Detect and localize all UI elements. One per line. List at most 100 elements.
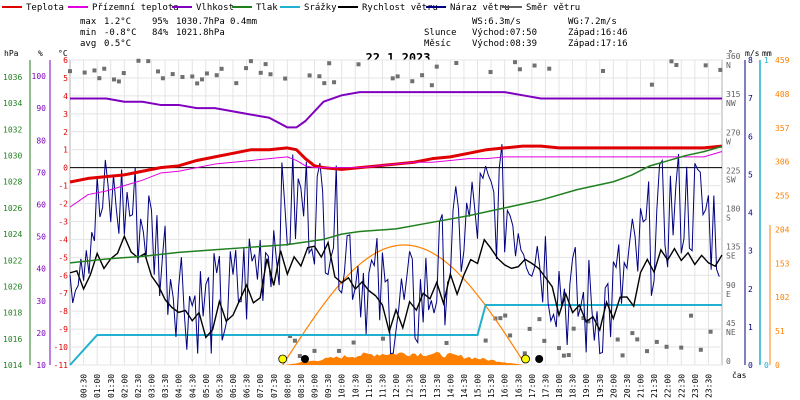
tick-solar: 51 — [775, 327, 785, 336]
wind-direction-point — [483, 338, 488, 343]
wind-direction-point — [268, 72, 273, 77]
wind-direction-point — [156, 69, 161, 74]
stat-max-hum: 95% — [152, 17, 169, 27]
tick-temperature: 4 — [63, 92, 68, 101]
tick-temperature: -1 — [58, 182, 68, 191]
wind-direction-point — [336, 348, 341, 353]
tick-time: 01:00 — [93, 374, 102, 398]
wind-direction-point — [102, 66, 107, 71]
sun-path — [282, 244, 526, 366]
tick-time: 07:00 — [256, 374, 265, 398]
wind-direction-point — [82, 70, 87, 75]
wind-direction-point — [317, 74, 322, 79]
wind-direction-point — [566, 353, 571, 358]
tick-temperature: 6 — [63, 56, 68, 65]
tick-time: 09:30 — [324, 374, 333, 398]
wind-direction-point — [674, 63, 679, 68]
tick-time: 05:30 — [215, 374, 224, 398]
legend-label-wind-gust: Náraz větru — [450, 3, 510, 13]
wind-direction-point — [429, 83, 434, 88]
tick-pressure: 1026 — [3, 204, 22, 213]
series-rain — [69, 304, 722, 366]
tick-time: 06:30 — [243, 374, 252, 398]
legend: Teplota Přízemní teplota Vlhkost Tlak Sr… — [2, 3, 580, 13]
sunrise-sunset-marker — [521, 354, 530, 364]
tick-time: 17:00 — [528, 374, 537, 398]
tick-time: 15:00 — [474, 374, 483, 398]
wind-wg: WG:7.2m/s — [568, 17, 617, 27]
tick-pressure: 1022 — [3, 256, 22, 265]
wind-direction-point — [708, 329, 713, 334]
legend-label-temperature: Teplota — [26, 3, 64, 13]
wind-direction-point — [581, 316, 586, 321]
wind-direction-point — [522, 351, 527, 356]
solar-area — [284, 351, 524, 365]
tick-temperature: -6 — [58, 271, 68, 280]
tick-time: 06:00 — [229, 374, 238, 398]
wind-direction-point — [561, 353, 566, 358]
wind-direction-point — [160, 76, 165, 81]
tick-time: 23:30 — [704, 374, 713, 398]
wind-direction-point — [537, 317, 542, 322]
tick-humidity: 20 — [36, 329, 46, 338]
legend-label-wind-speed: Rychlost větru — [362, 3, 438, 13]
plot-area: 1014101610181020102210241026102810301032… — [3, 52, 790, 398]
tick-time: 13:00 — [419, 374, 428, 398]
wind-direction-point — [410, 79, 415, 84]
wind-direction-point — [718, 67, 723, 72]
wind-direction-point — [454, 61, 459, 66]
series-ground-temperature — [69, 151, 723, 208]
sun-set: Západ:16:46 — [568, 28, 628, 38]
wind-direction-point — [434, 64, 439, 69]
wind-direction-point — [180, 75, 185, 80]
tick-humidity: 70 — [36, 168, 46, 177]
wind-direction-point — [444, 340, 449, 345]
tick-time: 22:30 — [677, 374, 686, 398]
wind-direction-point — [219, 66, 224, 71]
wind-direction-point — [503, 313, 508, 318]
wind-direction-point — [542, 338, 547, 343]
wind-direction-point — [234, 81, 239, 86]
wind-direction-point — [654, 339, 659, 344]
stat-min-temp: -0.8°C — [104, 28, 137, 38]
wind-direction-point — [689, 313, 694, 318]
stat-avg-temp: 0.5°C — [104, 39, 131, 49]
tick-direction: 270 W — [726, 128, 741, 146]
tick-humidity: 80 — [36, 136, 46, 145]
wind-direction-point — [380, 336, 385, 341]
stat-max-rain: 0.4mm — [230, 17, 257, 27]
wind-direction-point — [214, 73, 219, 78]
unit-speed: m/s — [745, 49, 760, 58]
wind-direction-point — [97, 76, 102, 81]
tick-temperature: -2 — [58, 200, 68, 209]
moon-rise: Východ:08:39 — [472, 39, 537, 49]
wind-direction-point — [420, 73, 425, 78]
tick-pressure: 1032 — [3, 125, 22, 134]
tick-time: 11:00 — [365, 374, 374, 398]
tick-pressure: 1028 — [3, 178, 22, 187]
wind-direction-point — [200, 77, 205, 82]
tick-time: 00:30 — [80, 374, 89, 398]
tick-temperature: -4 — [58, 235, 68, 244]
tick-rain: 1 — [764, 56, 769, 65]
sunrise-sunset-marker — [278, 354, 288, 364]
tick-speed: 1 — [748, 323, 753, 332]
tick-temperature: -8 — [58, 307, 68, 316]
wind-direction-point — [356, 62, 361, 67]
wind-direction-point — [527, 326, 532, 331]
tick-direction: 360 N — [726, 52, 741, 70]
tick-time: 08:30 — [297, 374, 306, 398]
series-wind-speed — [69, 234, 723, 339]
tick-humidity: 60 — [36, 200, 46, 209]
tick-humidity: 30 — [36, 297, 46, 306]
sun-rise: Východ:07:50 — [472, 28, 537, 38]
tick-pressure: 1014 — [3, 361, 22, 370]
stat-max-temp: 1.2°C — [104, 17, 131, 27]
tick-speed: 2 — [748, 285, 753, 294]
tick-time: 03:30 — [161, 374, 170, 398]
tick-speed: 6 — [748, 132, 753, 141]
tick-time: 16:00 — [501, 374, 510, 398]
tick-temperature: 1 — [63, 146, 68, 155]
wind-direction-point — [586, 319, 591, 324]
wind-direction-point — [703, 63, 708, 68]
